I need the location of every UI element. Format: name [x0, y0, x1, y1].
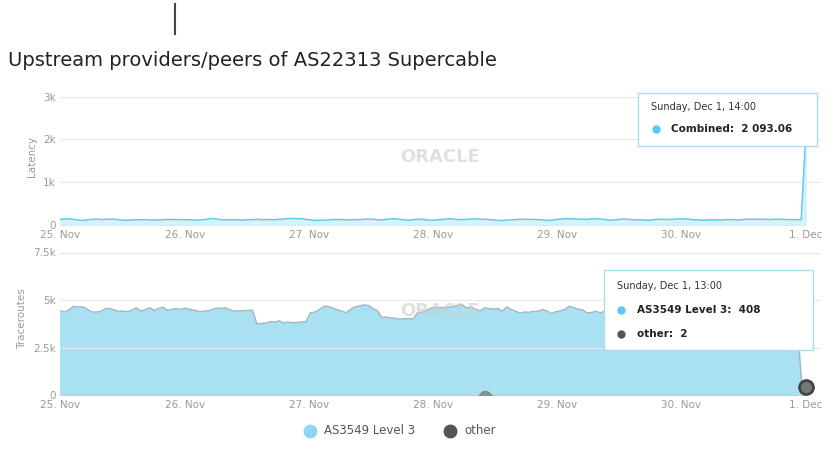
Text: ORACLE: ORACLE	[400, 147, 481, 166]
Y-axis label: Traceroutes: Traceroutes	[18, 289, 27, 350]
Text: Sunday, Dec 1, 13:00: Sunday, Dec 1, 13:00	[617, 281, 722, 291]
Text: ORACLE: ORACLE	[400, 303, 481, 320]
Text: ORACLE: ORACLE	[185, 11, 253, 27]
Text: other: other	[464, 424, 496, 437]
Text: Combined:  2 093.06: Combined: 2 093.06	[671, 124, 792, 134]
Text: Upstream providers/peers of AS22313 Supercable: Upstream providers/peers of AS22313 Supe…	[8, 51, 497, 70]
Text: Sunday, Dec 1, 14:00: Sunday, Dec 1, 14:00	[651, 101, 756, 112]
Text: INTERNET: INTERNET	[10, 10, 76, 23]
FancyBboxPatch shape	[604, 270, 813, 350]
Text: AS3549 Level 3:  408: AS3549 Level 3: 408	[637, 305, 760, 315]
Text: INTELLIGENCE: INTELLIGENCE	[10, 24, 84, 34]
Y-axis label: Latency: Latency	[27, 136, 37, 177]
Text: AS3549 Level 3: AS3549 Level 3	[324, 424, 415, 437]
Text: other:  2: other: 2	[637, 329, 687, 339]
FancyBboxPatch shape	[638, 93, 816, 146]
